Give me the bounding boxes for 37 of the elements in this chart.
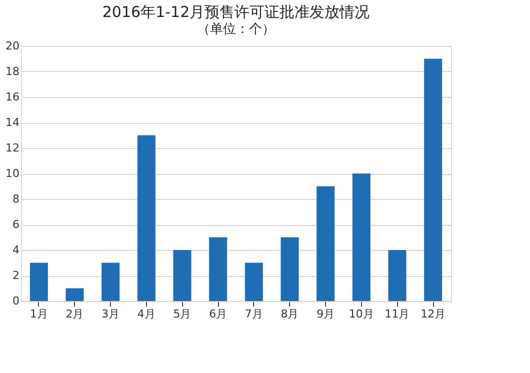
x-tick-label: 9月 (316, 308, 335, 320)
y-tick-label: 6 (12, 218, 20, 231)
y-tick-label: 0 (12, 294, 20, 308)
x-tick-label: 6月 (209, 308, 228, 320)
y-tick-label: 16 (6, 90, 20, 104)
bar (244, 262, 263, 301)
bar (280, 237, 299, 301)
y-tick-label: 18 (6, 65, 20, 78)
x-tick-label: 3月 (102, 308, 120, 320)
x-tick-label: 4月 (137, 308, 156, 320)
x-tick-label: 1月 (30, 308, 48, 320)
y-tick-label: 8 (12, 192, 20, 206)
x-tick-label: 2月 (66, 308, 84, 320)
bar (352, 174, 370, 301)
bar (316, 186, 335, 301)
y-tick-label: 10 (6, 167, 20, 180)
y-tick-label: 2 (12, 269, 20, 282)
chart-title: 2016年1-12月预售许可证批准发放情况 (102, 3, 370, 21)
x-tick-label: 8月 (280, 308, 299, 320)
bar (66, 288, 84, 301)
bar (173, 250, 192, 301)
y-tick-label: 14 (6, 116, 20, 129)
bar (209, 237, 228, 301)
y-tick-label: 20 (6, 40, 20, 52)
x-tick-label: 5月 (173, 308, 192, 320)
bar (102, 262, 120, 301)
x-tick-label: 7月 (244, 308, 263, 320)
y-tick-label: 12 (6, 142, 20, 154)
x-tick-label: 11月 (384, 308, 410, 320)
y-tick-label: 4 (12, 244, 20, 256)
bar (137, 135, 156, 301)
bar (388, 250, 406, 301)
chart-subtitle: （单位：个） (197, 22, 275, 37)
bar (424, 58, 442, 301)
x-tick-label: 10月 (348, 308, 374, 320)
x-tick-label: 12月 (420, 308, 446, 320)
bar (30, 262, 48, 301)
